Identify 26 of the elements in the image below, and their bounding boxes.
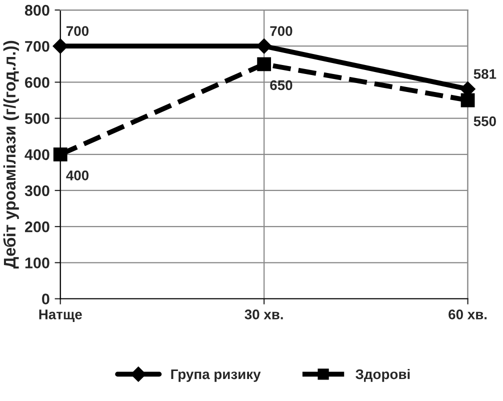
data-label: 400 <box>66 170 89 180</box>
point <box>52 38 68 54</box>
legend-label: Група ризику <box>171 370 261 382</box>
y-tick-label: 500 <box>24 113 50 124</box>
data-label: 550 <box>474 116 496 126</box>
y-axis-title: Дебіт уроамілази (г/(год.л.)) <box>3 40 19 269</box>
x-tick-label: Натще <box>39 310 82 322</box>
y-tick-label: 800 <box>24 4 50 16</box>
data-label: 700 <box>66 26 89 36</box>
data-label: 700 <box>270 26 292 36</box>
point <box>256 38 272 54</box>
data-label: 650 <box>270 80 292 90</box>
y-tick-label: 300 <box>24 185 50 196</box>
y-tick-label: 600 <box>25 77 50 88</box>
point <box>257 57 272 72</box>
x-tick-label: 60 хв. <box>448 310 487 320</box>
y-tick-label: 700 <box>25 40 50 52</box>
data-label: 581 <box>474 69 496 79</box>
y-tick-label: 0 <box>42 294 50 304</box>
y-tick-label: 400 <box>24 149 50 160</box>
y-tick-label: 200 <box>24 221 50 232</box>
point <box>53 147 68 162</box>
point <box>460 93 475 108</box>
y-tick-label: 100 <box>25 258 50 268</box>
legend-label: Здорові <box>356 368 410 382</box>
x-tick-label: 30 хв. <box>244 310 283 320</box>
